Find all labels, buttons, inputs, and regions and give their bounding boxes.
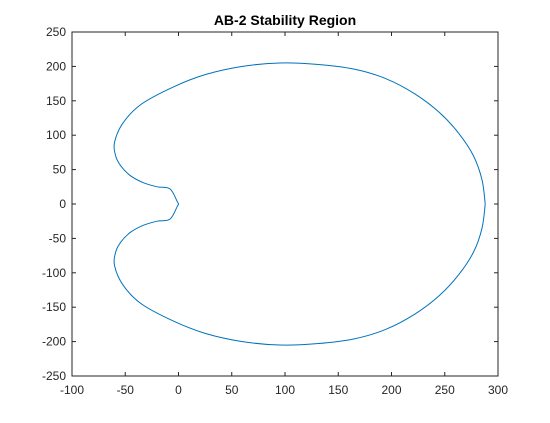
y-tick-label: -100 bbox=[42, 266, 66, 280]
chart-title: AB-2 Stability Region bbox=[214, 12, 356, 28]
y-tick-label: 0 bbox=[59, 197, 66, 211]
y-tick-label: 200 bbox=[46, 59, 66, 73]
x-tick-label: 300 bbox=[488, 383, 508, 397]
x-tick-label: 100 bbox=[275, 383, 295, 397]
stability-boundary-curve bbox=[113, 62, 486, 346]
y-tick-label: 50 bbox=[53, 163, 67, 177]
y-tick-label: -200 bbox=[42, 335, 66, 349]
x-tick-label: -100 bbox=[60, 383, 84, 397]
y-tick-label: -250 bbox=[42, 369, 66, 383]
x-tick-label: -50 bbox=[117, 383, 135, 397]
tick-labels-layer: -100 -50 0 50 100 150 200 250 300 -250 -200 -150 -10… bbox=[42, 25, 508, 397]
x-tick-label: 250 bbox=[435, 383, 455, 397]
y-tick-label: 250 bbox=[46, 25, 66, 39]
axes-box bbox=[71, 31, 499, 377]
y-tick-label: 150 bbox=[46, 94, 66, 108]
x-tick-label: 200 bbox=[381, 383, 401, 397]
ticks-layer bbox=[71, 31, 499, 377]
y-tick-label: 100 bbox=[46, 128, 66, 142]
x-tick-label: 50 bbox=[225, 383, 239, 397]
x-tick-label: 0 bbox=[175, 383, 182, 397]
y-tick-label: -150 bbox=[42, 300, 66, 314]
x-tick-label: 150 bbox=[328, 383, 348, 397]
y-tick-label: -50 bbox=[49, 231, 67, 245]
